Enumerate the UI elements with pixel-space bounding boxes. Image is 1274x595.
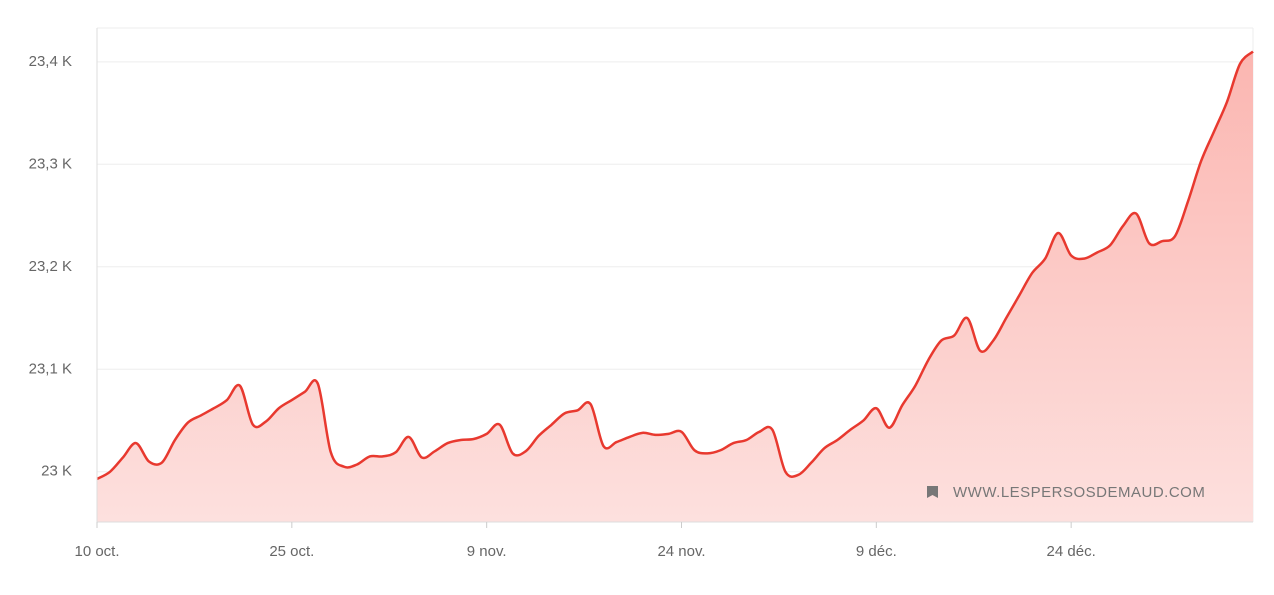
- x-tick-label: 9 nov.: [467, 543, 507, 560]
- line: [96, 50, 1254, 481]
- y-tick-label: 23,1 K: [29, 360, 72, 377]
- x-tick-label: 9 déc.: [856, 543, 897, 560]
- watermark: WWW.LESPERSOSDEMAUD.COM: [927, 484, 1205, 501]
- y-tick-label: 23,4 K: [29, 53, 72, 70]
- y-tick-label: 23 K: [41, 463, 72, 480]
- x-tick-label: 24 déc.: [1047, 543, 1096, 560]
- y-tick-label: 23,3 K: [29, 155, 72, 172]
- x-tick-label: 25 oct.: [269, 543, 314, 560]
- x-tick-label: 10 oct.: [74, 543, 119, 560]
- x-tick-label: 24 nov.: [657, 543, 705, 560]
- area-fill: [97, 51, 1253, 523]
- watermark-text: WWW.LESPERSOSDEMAUD.COM: [953, 484, 1205, 501]
- watermark-icon: [927, 486, 938, 498]
- y-tick-label: 23,2 K: [29, 258, 72, 275]
